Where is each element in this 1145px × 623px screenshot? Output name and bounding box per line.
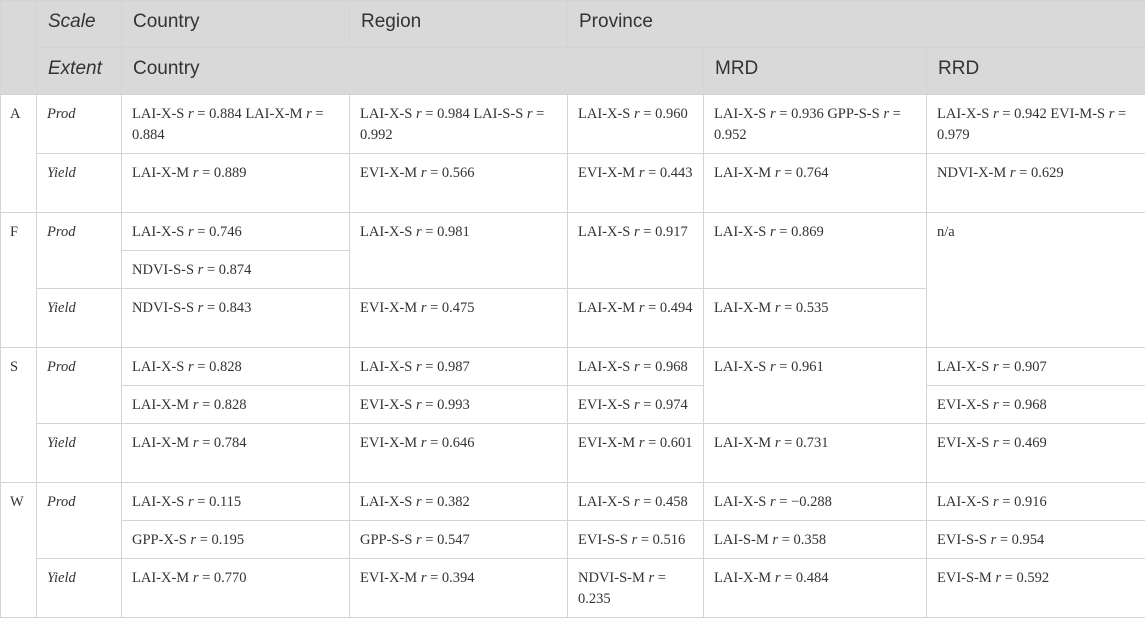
table-row: NDVI-S-S r = 0.874: [1, 250, 1145, 289]
scale-label: Scale: [36, 0, 122, 48]
table-cell: LAI-X-S r = 0.884 LAI-X-M r = 0.884: [121, 94, 350, 154]
table-cell: EVI-X-M r = 0.601: [567, 423, 704, 483]
table-cell: LAI-X-S r = 0.968: [567, 347, 704, 386]
table-cell: LAI-X-S r = 0.961: [703, 347, 927, 424]
table-cell: LAI-X-M r = 0.784: [121, 423, 350, 483]
table-cell: GPP-X-S r = 0.195: [121, 520, 350, 559]
table-cell: EVI-X-M r = 0.394: [349, 558, 568, 618]
scale-col-region: Region: [349, 0, 568, 48]
table-cell: LAI-X-S r = 0.981: [349, 212, 568, 289]
table-row: W Prod LAI-X-S r = 0.115 LAI-X-S r = 0.3…: [0, 482, 1145, 618]
table-cell: LAI-X-S r = 0.458: [567, 482, 704, 521]
table-cell: LAI-X-S r = 0.984 LAI-S-S r = 0.992: [349, 94, 568, 154]
table-row: GPP-X-S r = 0.195 GPP-S-S r = 0.547 EVI-…: [1, 520, 1145, 559]
table-cell: LAI-X-S r = 0.746: [121, 212, 350, 251]
table-cell: LAI-X-S r = −0.288: [703, 482, 927, 521]
table-cell: LAI-X-S r = 0.987: [349, 347, 568, 386]
table-cell: LAI-X-M r = 0.889: [121, 153, 350, 213]
dimension-yield: Yield: [36, 288, 122, 348]
table-row: Yield LAI-X-M r = 0.784 EVI-X-M r = 0.64…: [1, 423, 1145, 483]
extent-col-mrd: MRD: [703, 47, 927, 95]
table-cell: EVI-S-S r = 0.954: [925, 520, 1145, 559]
table-cell: LAI-X-S r = 0.960: [567, 94, 704, 154]
table-cell: EVI-X-S r = 0.968: [925, 385, 1145, 424]
table-cell: EVI-X-S r = 0.469: [925, 423, 1145, 483]
table-cell: LAI-X-S r = 0.907: [925, 347, 1145, 386]
table-cell: EVI-X-M r = 0.475: [349, 288, 568, 348]
table-cell: LAI-X-S r = 0.942 EVI-M-S r = 0.979: [925, 94, 1145, 154]
table-cell: NDVI-S-S r = 0.874: [121, 250, 350, 289]
table-cell: EVI-X-S r = 0.993: [349, 385, 568, 424]
table-row: S Prod LAI-X-S r = 0.828 LAI-X-S r = 0.9…: [0, 347, 1145, 483]
group-label-a: A: [0, 94, 37, 213]
dimension-yield: Yield: [36, 423, 122, 483]
table-cell: GPP-S-S r = 0.547: [349, 520, 568, 559]
table-row: F Prod LAI-X-S r = 0.746 LAI-X-S r = 0.9…: [0, 212, 1145, 348]
table-cell: n/a: [925, 212, 1145, 348]
scale-col-province: Province: [566, 0, 1145, 48]
group-label-w: W: [0, 482, 37, 618]
table-cell: EVI-S-M r = 0.592: [925, 558, 1145, 618]
table-cell: EVI-X-M r = 0.443: [567, 153, 704, 213]
group-label-s: S: [0, 347, 37, 483]
table-cell: LAI-X-S r = 0.869: [703, 212, 927, 289]
extent-header-row: Extent Country MRD RRD: [1, 47, 1145, 95]
table-cell: LAI-X-M r = 0.535: [703, 288, 927, 348]
table-cell: LAI-X-S r = 0.916: [925, 482, 1145, 521]
header-blank: [0, 0, 37, 95]
table-cell: LAI-X-S r = 0.936 GPP-S-S r = 0.952: [703, 94, 927, 154]
table-cell: LAI-X-M r = 0.764: [703, 153, 927, 213]
table-cell: LAI-X-S r = 0.917: [567, 212, 704, 289]
table-cell: LAI-X-M r = 0.828: [121, 385, 350, 424]
extent-col-rrd: RRD: [925, 47, 1145, 95]
table-cell: LAI-X-M r = 0.770: [121, 558, 350, 618]
table-cell: NDVI-S-S r = 0.843: [121, 288, 350, 348]
table-row: LAI-X-M r = 0.828 EVI-X-S r = 0.993 EVI-…: [1, 385, 1145, 424]
table-cell: LAI-X-M r = 0.494: [567, 288, 704, 348]
dimension-prod: Prod: [36, 347, 122, 424]
scale-header-row: Scale Country Region Province: [0, 0, 1145, 95]
extent-label: Extent: [36, 47, 122, 95]
table-cell: EVI-X-M r = 0.646: [349, 423, 568, 483]
table-cell: NDVI-S-M r = 0.235: [567, 558, 704, 618]
dimension-yield: Yield: [36, 153, 122, 213]
table-row: Yield LAI-X-M r = 0.770 EVI-X-M r = 0.39…: [1, 558, 1145, 618]
dimension-prod: Prod: [36, 212, 122, 289]
table-row: Yield LAI-X-M r = 0.889 EVI-X-M r = 0.56…: [1, 153, 1145, 213]
dimension-yield: Yield: [36, 558, 122, 618]
table-cell: LAI-S-M r = 0.358: [703, 520, 927, 559]
table-cell: EVI-X-S r = 0.974: [567, 385, 704, 424]
dimension-prod: Prod: [36, 482, 122, 559]
dimension-prod: Prod: [36, 94, 122, 154]
table-row: A Prod LAI-X-S r = 0.884 LAI-X-M r = 0.8…: [0, 94, 1145, 213]
table-cell: LAI-X-S r = 0.382: [349, 482, 568, 521]
table-cell: EVI-X-M r = 0.566: [349, 153, 568, 213]
table-cell: LAI-X-M r = 0.484: [703, 558, 927, 618]
scale-col-country: Country: [121, 0, 350, 48]
table-cell: EVI-S-S r = 0.516: [567, 520, 704, 559]
group-label-f: F: [0, 212, 37, 348]
table-cell: LAI-X-S r = 0.115: [121, 482, 350, 521]
table-cell: LAI-X-M r = 0.731: [703, 423, 927, 483]
extent-col-country: Country: [121, 47, 704, 95]
table-cell: NDVI-X-M r = 0.629: [925, 153, 1145, 213]
table-cell: LAI-X-S r = 0.828: [121, 347, 350, 386]
